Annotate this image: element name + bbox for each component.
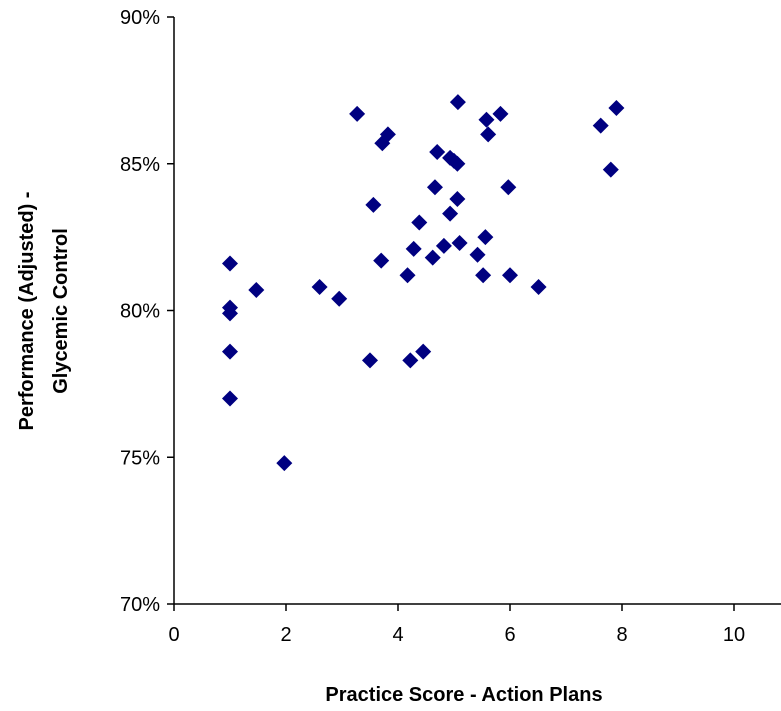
y-tick-label: 85% [120,154,160,176]
data-points [222,94,625,472]
data-point [592,117,609,134]
data-point [477,229,494,246]
data-point [373,252,390,269]
data-point [362,352,378,369]
data-point [502,267,518,284]
data-point [222,390,238,407]
x-ticks: 0 2 4 6 8 10 [168,604,745,646]
y-axis-title: Performance (Adjusted) - Glycemic Contro… [16,192,72,431]
data-point [365,196,382,213]
data-point [222,305,238,322]
data-point [500,179,517,196]
data-point [402,352,419,369]
x-tick-label: 10 [723,624,745,646]
data-point [478,111,495,128]
x-tick-label: 6 [504,624,515,646]
data-point [311,279,328,296]
x-tick-label: 2 [280,624,291,646]
data-point [429,144,446,161]
data-point [331,290,348,307]
x-axis-title: Practice Score - Action Plans [325,684,602,706]
data-point [424,249,441,266]
data-point [426,179,443,196]
y-tick-label: 80% [120,301,160,323]
y-tick-label: 70% [120,594,160,616]
data-point [530,279,547,296]
data-point [442,205,459,222]
x-tick-label: 4 [392,624,403,646]
data-point [248,281,265,298]
data-point [480,126,497,143]
data-point [608,99,625,116]
y-tick-label: 90% [120,7,160,29]
data-point [449,190,466,207]
y-ticks: 70% 75% 80% 85% 90% [120,7,174,616]
x-tick-label: 8 [616,624,627,646]
y-axis-title-line-1: Performance (Adjusted) - [16,192,38,431]
data-point [492,105,509,122]
y-axis-title-line-2: Glycemic Control [50,228,72,394]
data-point [222,343,238,360]
data-point [435,237,452,254]
data-point [449,94,466,111]
data-point [399,267,416,284]
x-tick-label: 0 [168,624,179,646]
axes [173,17,781,605]
data-point [449,155,466,172]
data-point [415,343,432,360]
y-tick-label: 75% [120,447,160,469]
data-point [379,126,396,143]
data-point [276,455,293,472]
data-point [349,105,366,122]
data-point [451,234,468,251]
data-point [405,240,422,257]
data-point [475,267,492,284]
data-point [411,214,428,231]
data-point [602,161,619,178]
data-point [469,246,486,263]
data-point [222,255,238,272]
